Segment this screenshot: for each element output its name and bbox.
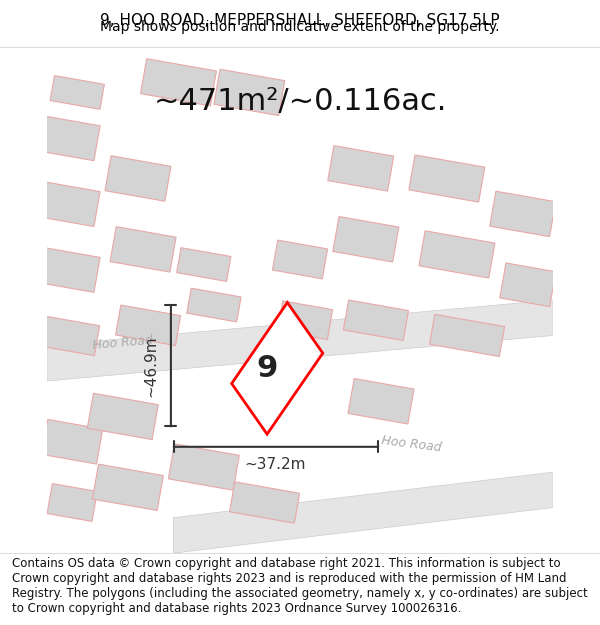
Polygon shape [110,227,176,272]
Polygon shape [47,300,553,381]
Polygon shape [277,301,332,339]
Polygon shape [34,247,100,292]
Text: Contains OS data © Crown copyright and database right 2021. This information is : Contains OS data © Crown copyright and d… [12,557,588,615]
Polygon shape [272,240,328,279]
Polygon shape [430,314,505,356]
Text: ~37.2m: ~37.2m [244,457,305,472]
Text: Hoo Road: Hoo Road [92,334,154,352]
Polygon shape [34,115,100,161]
Polygon shape [35,315,100,356]
Polygon shape [50,76,104,109]
Polygon shape [140,59,217,106]
Polygon shape [47,484,97,521]
Polygon shape [214,69,285,116]
Polygon shape [176,248,231,281]
Polygon shape [169,444,239,490]
Polygon shape [328,146,394,191]
Polygon shape [419,231,495,278]
Polygon shape [41,419,103,464]
Polygon shape [500,263,556,307]
Polygon shape [409,155,485,202]
Polygon shape [333,216,399,262]
Polygon shape [348,379,414,424]
Polygon shape [34,181,100,226]
Polygon shape [490,191,556,237]
Polygon shape [92,464,163,511]
Polygon shape [343,300,409,341]
Polygon shape [187,288,241,322]
Polygon shape [105,156,171,201]
Text: ~471m²/~0.116ac.: ~471m²/~0.116ac. [154,88,446,116]
Text: Hoo Road: Hoo Road [380,434,442,454]
Polygon shape [88,393,158,439]
Polygon shape [232,302,323,434]
Polygon shape [116,305,181,346]
Text: Map shows position and indicative extent of the property.: Map shows position and indicative extent… [100,20,500,34]
Polygon shape [230,482,299,523]
Text: ~46.9m: ~46.9m [143,335,158,397]
Polygon shape [173,472,553,553]
Text: 9, HOO ROAD, MEPPERSHALL, SHEFFORD, SG17 5LP: 9, HOO ROAD, MEPPERSHALL, SHEFFORD, SG17… [100,13,500,28]
Text: 9: 9 [256,354,278,383]
